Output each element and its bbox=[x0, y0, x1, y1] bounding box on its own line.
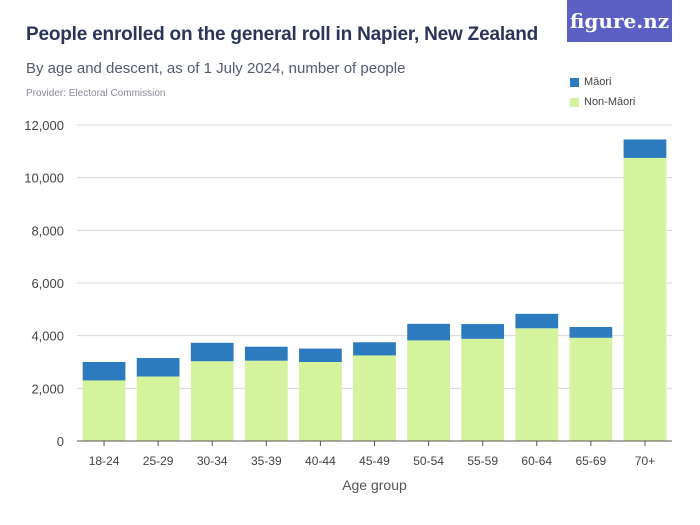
bar-maori bbox=[623, 139, 667, 158]
x-tick-label: 45-49 bbox=[359, 454, 390, 468]
y-tick-label: 6,000 bbox=[31, 276, 64, 291]
x-axis-title: Age group bbox=[342, 477, 407, 493]
bar-maori bbox=[461, 324, 505, 339]
bar-maori bbox=[515, 313, 559, 329]
x-tick-label: 18-24 bbox=[89, 454, 120, 468]
legend-swatch-non-maori bbox=[570, 97, 579, 107]
bar-non-maori bbox=[623, 157, 667, 441]
legend: Māori Non-Māori bbox=[570, 72, 635, 112]
x-tick-label: 65-69 bbox=[576, 454, 607, 468]
x-tick-label: 40-44 bbox=[305, 454, 336, 468]
legend-item-non-maori: Non-Māori bbox=[570, 92, 635, 112]
bar-maori bbox=[244, 346, 288, 361]
bar-maori bbox=[569, 326, 613, 338]
bar-non-maori bbox=[515, 328, 559, 441]
bar-maori bbox=[136, 358, 180, 377]
y-tick-label: 8,000 bbox=[31, 223, 64, 238]
bar-maori bbox=[407, 323, 450, 341]
bar-non-maori bbox=[299, 362, 342, 441]
bar-non-maori bbox=[136, 376, 180, 441]
bar-maori bbox=[190, 342, 234, 362]
chart-subtitle: By age and descent, as of 1 July 2024, n… bbox=[26, 60, 406, 77]
bar-non-maori bbox=[353, 355, 396, 441]
legend-label-non-maori: Non-Māori bbox=[584, 96, 636, 108]
provider-credit: Provider: Electoral Commission bbox=[26, 88, 166, 99]
bar-non-maori bbox=[569, 337, 613, 441]
y-tick-label: 12,000 bbox=[24, 118, 64, 133]
y-tick-label: 0 bbox=[57, 434, 64, 449]
bar-maori bbox=[82, 362, 126, 381]
bar-maori bbox=[353, 342, 396, 356]
y-tick-label: 2,000 bbox=[31, 381, 64, 396]
chart-title: People enrolled on the general roll in N… bbox=[26, 24, 539, 45]
bar-non-maori bbox=[244, 360, 288, 441]
figure-nz-logo[interactable]: figure.nz bbox=[567, 0, 672, 42]
x-tick-label: 25-29 bbox=[143, 454, 174, 468]
bar-non-maori bbox=[407, 340, 450, 441]
x-tick-label: 55-59 bbox=[467, 454, 498, 468]
x-tick-label: 70+ bbox=[635, 454, 655, 468]
x-tick-label: 60-64 bbox=[521, 454, 552, 468]
bar-non-maori bbox=[190, 361, 234, 441]
bar-non-maori bbox=[461, 338, 505, 441]
bar-maori bbox=[299, 348, 342, 362]
bar-non-maori bbox=[82, 380, 126, 441]
y-tick-label: 10,000 bbox=[24, 171, 64, 186]
x-tick-label: 50-54 bbox=[413, 454, 444, 468]
x-tick-label: 35-39 bbox=[251, 454, 282, 468]
legend-item-maori: Māori bbox=[570, 72, 635, 92]
legend-label-maori: Māori bbox=[584, 76, 612, 88]
y-tick-label: 4,000 bbox=[31, 329, 64, 344]
legend-swatch-maori bbox=[570, 77, 579, 87]
x-tick-label: 30-34 bbox=[197, 454, 228, 468]
